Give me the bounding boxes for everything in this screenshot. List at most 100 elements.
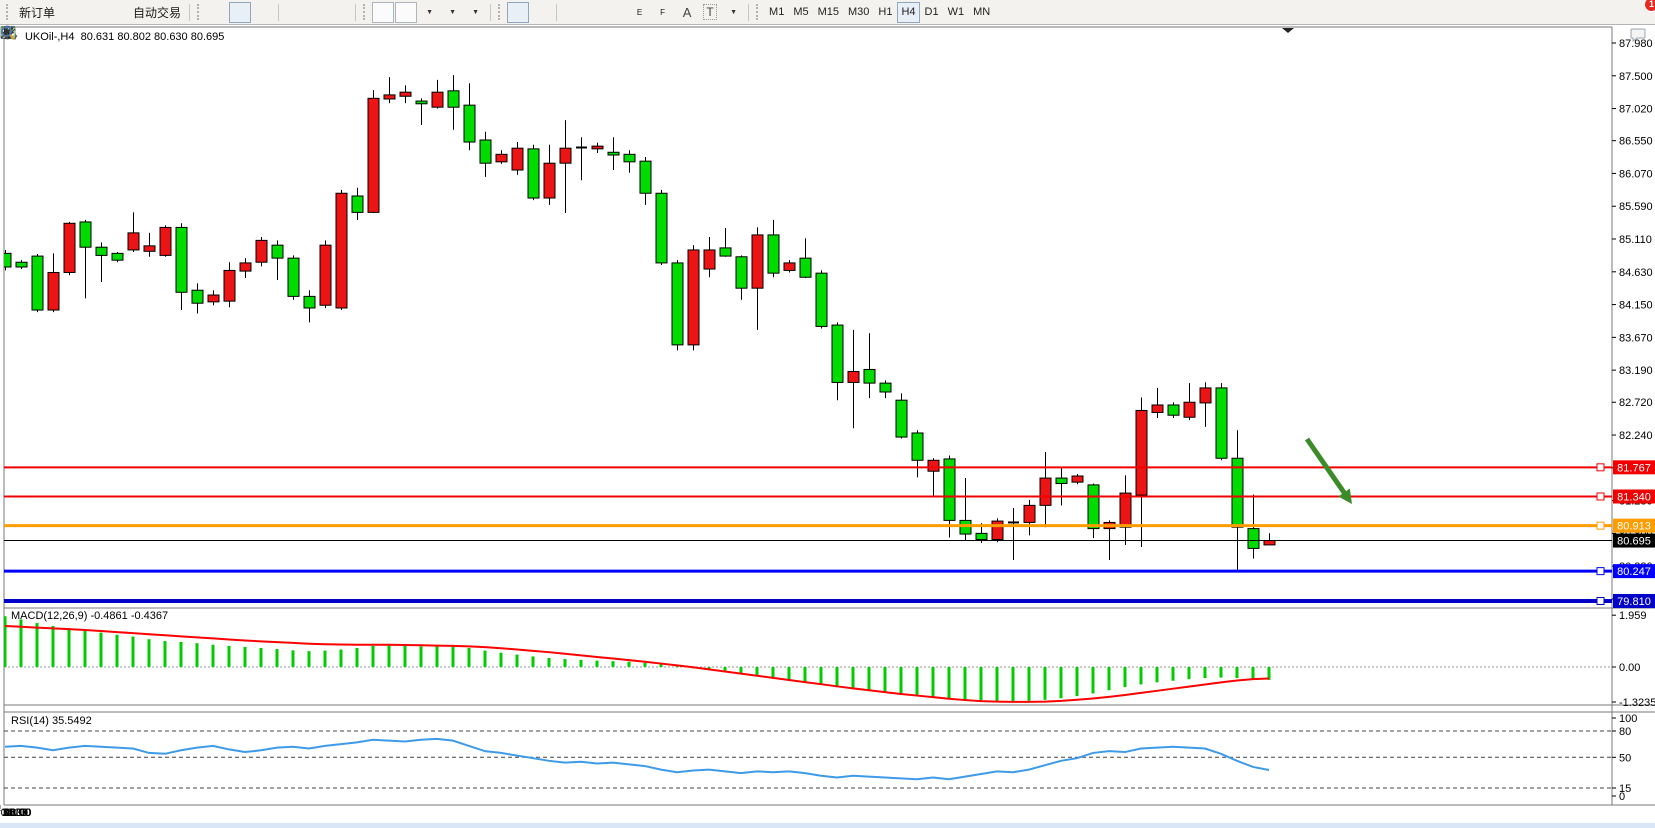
- hline-handle: [1596, 492, 1605, 501]
- symbol-ohlc-values: 80.631 80.802 80.630 80.695: [80, 31, 225, 43]
- svg-text:100: 100: [1619, 713, 1637, 725]
- chart-canvas[interactable]: 87.980 87.500 87.020 86.550 86.070 85.590 85.1…: [0, 25, 1655, 828]
- channel-letter: E: [636, 7, 643, 17]
- svg-text:-1.3235: -1.3235: [1619, 697, 1655, 709]
- macd-scale: 1.959 0.00 -1.3235: [1612, 610, 1655, 709]
- timeframe-h4-button[interactable]: H4: [897, 1, 920, 23]
- toolbar-grip[interactable]: [498, 4, 503, 20]
- svg-text:86.550: 86.550: [1619, 136, 1653, 148]
- timeframe-m5-button[interactable]: M5: [789, 2, 812, 23]
- chart-shift-marker-icon[interactable]: [1282, 28, 1294, 33]
- arrows-button[interactable]: ▼: [2, 2, 744, 39]
- arrow-annotation[interactable]: [1304, 437, 1352, 504]
- toolbar-grip[interactable]: [197, 4, 202, 20]
- svg-text:6 Apr 08:00: 6 Apr 08:00: [0, 807, 28, 819]
- svg-text:81.767: 81.767: [1617, 462, 1651, 474]
- svg-text:87.980: 87.980: [1619, 38, 1653, 50]
- toolbar-separator: [189, 3, 191, 21]
- templates-button[interactable]: ▼: [0, 2, 486, 39]
- hline-handle: [1596, 521, 1605, 530]
- text-button[interactable]: A: [676, 2, 698, 23]
- svg-text:15: 15: [1619, 783, 1631, 795]
- svg-text:21 Apr 08:00: 21 Apr 08:00: [0, 807, 31, 819]
- chart-shift-button[interactable]: [2, 1, 418, 38]
- chevron-down-icon: ▼: [449, 8, 456, 16]
- indicators-button[interactable]: ▼: [0, 2, 440, 38]
- hline-handle: [1596, 596, 1605, 605]
- fibonacci-button[interactable]: F: [1, 2, 675, 37]
- rsi-panel: [4, 730, 1612, 789]
- label-button[interactable]: T: [699, 2, 721, 23]
- tile-windows-button[interactable]: [1, 2, 351, 39]
- svg-text:82.240: 82.240: [1619, 430, 1653, 442]
- svg-text:5 Apr 2023: 5 Apr 2023: [0, 807, 27, 819]
- toolbar-separator: [355, 3, 357, 21]
- cursor-button[interactable]: [4, 1, 530, 39]
- horizontal-lines[interactable]: 81.767 81.340 80.913 80.695 80.247 79.810: [4, 460, 1655, 608]
- timeframe-w1-button[interactable]: W1: [944, 2, 969, 23]
- autotrading-button[interactable]: 自动交易: [0, 2, 185, 40]
- new-chart-button[interactable]: [0, 2, 105, 39]
- toolbar: 新订单 自动交易 ▼ ▼: [0, 0, 1655, 42]
- vline-button[interactable]: [5, 2, 583, 39]
- toolbar-separator: [278, 3, 280, 21]
- new-order-button[interactable]: 新订单: [15, 2, 59, 23]
- zoom-out-button[interactable]: [1, 2, 328, 40]
- svg-text:24 Apr 00:00: 24 Apr 00:00: [0, 807, 31, 819]
- time-axis: 5 Apr 20236 Apr 08:0010 Apr 00:0010 Apr …: [0, 805, 31, 819]
- toolbar-grip[interactable]: [6, 4, 11, 20]
- toolbar-grip[interactable]: [756, 4, 761, 20]
- panel-borders: [3, 26, 1655, 806]
- line-chart-button[interactable]: [0, 2, 274, 37]
- crosshair-button[interactable]: [1, 2, 552, 39]
- chat-bubble-icon: [1630, 28, 1646, 42]
- toolbar-separator: [748, 3, 750, 21]
- svg-text:0.00: 0.00: [1619, 662, 1640, 674]
- timeframe-m15-button[interactable]: M15: [814, 2, 843, 23]
- channel-button[interactable]: E: [0, 2, 652, 40]
- svg-text:84.150: 84.150: [1619, 300, 1653, 312]
- chevron-down-icon: ▼: [426, 8, 433, 16]
- timeframe-m30-button[interactable]: M30: [844, 2, 873, 23]
- zoom-in-button[interactable]: [1, 2, 305, 40]
- toolbar-grip[interactable]: [363, 4, 368, 20]
- svg-text:83.670: 83.670: [1619, 332, 1653, 344]
- notification-badge[interactable]: 1: [1644, 0, 1655, 12]
- timeframe-d1-button[interactable]: D1: [921, 2, 943, 23]
- hline-button[interactable]: [1, 2, 606, 34]
- timeframe-m1-button[interactable]: M1: [765, 2, 788, 23]
- periods-button[interactable]: ▼: [0, 2, 463, 40]
- svg-text:50: 50: [1619, 752, 1631, 764]
- text-tool-letter: A: [682, 4, 692, 20]
- search-icon: [1, 26, 15, 40]
- svg-text:80.247: 80.247: [1617, 566, 1651, 578]
- toolbar-separator: [556, 3, 558, 21]
- notifications-button[interactable]: [1630, 2, 1652, 42]
- svg-text:20 Apr 00:00: 20 Apr 00:00: [0, 807, 31, 819]
- profiles-button[interactable]: [0, 2, 82, 39]
- search-button[interactable]: [1, 2, 1629, 40]
- arrows-tool-icon: [2, 27, 13, 39]
- chevron-down-icon: ▼: [472, 8, 479, 16]
- svg-text:79.810: 79.810: [1617, 596, 1651, 608]
- svg-text:87.500: 87.500: [1619, 71, 1653, 83]
- label-tool-letter: T: [703, 4, 717, 20]
- autoscroll-button[interactable]: [2, 1, 395, 38]
- candlestick-button[interactable]: [2, 1, 252, 39]
- svg-text:81.340: 81.340: [1617, 491, 1651, 503]
- symbol-ohlc-label[interactable]: ▼ UKOil-,H4 80.631 80.802 80.630 80.695: [11, 31, 224, 43]
- trendline-button[interactable]: [0, 2, 629, 39]
- svg-text:20 Apr 16:00: 20 Apr 16:00: [0, 807, 31, 819]
- svg-text:18 Apr 00:00: 18 Apr 00:00: [0, 807, 31, 819]
- svg-text:10 Apr 16:00: 10 Apr 16:00: [0, 807, 31, 819]
- signals-button[interactable]: [1, 2, 128, 38]
- bar-chart-button[interactable]: [1, 2, 228, 38]
- timeframe-h1-button[interactable]: H1: [874, 2, 896, 23]
- candles-layer: [4, 75, 1276, 571]
- timeframe-mn-button[interactable]: MN: [969, 2, 994, 23]
- symbol-name: UKOil-,H4: [24, 31, 75, 43]
- svg-text:14 Apr 16:00: 14 Apr 16:00: [0, 807, 31, 819]
- svg-text:85.110: 85.110: [1619, 234, 1652, 246]
- svg-text:82.720: 82.720: [1619, 397, 1653, 409]
